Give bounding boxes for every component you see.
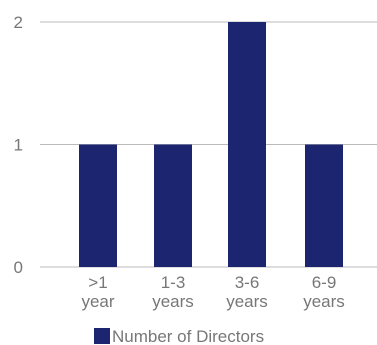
bars	[79, 22, 343, 267]
bar	[79, 144, 117, 267]
y-tick-label: 0	[14, 258, 23, 277]
y-axis-ticks: 0 1 2	[14, 13, 23, 277]
x-tick-label: 1-3	[161, 273, 186, 292]
legend-label: Number of Directors	[112, 327, 264, 345]
x-tick-label: 6-9	[312, 273, 337, 292]
bar	[228, 22, 266, 267]
x-tick-label: years	[152, 292, 194, 311]
x-tick-label: year	[81, 292, 114, 311]
x-tick-label: 3-6	[235, 273, 260, 292]
x-tick-label: >1	[88, 273, 107, 292]
x-tick-label: years	[226, 292, 268, 311]
legend: Number of Directors	[94, 327, 264, 345]
bar	[305, 144, 343, 267]
y-tick-label: 1	[14, 136, 23, 155]
legend-swatch	[94, 328, 110, 344]
y-tick-label: 2	[14, 13, 23, 32]
bar	[154, 144, 192, 267]
x-tick-label: years	[303, 292, 345, 311]
